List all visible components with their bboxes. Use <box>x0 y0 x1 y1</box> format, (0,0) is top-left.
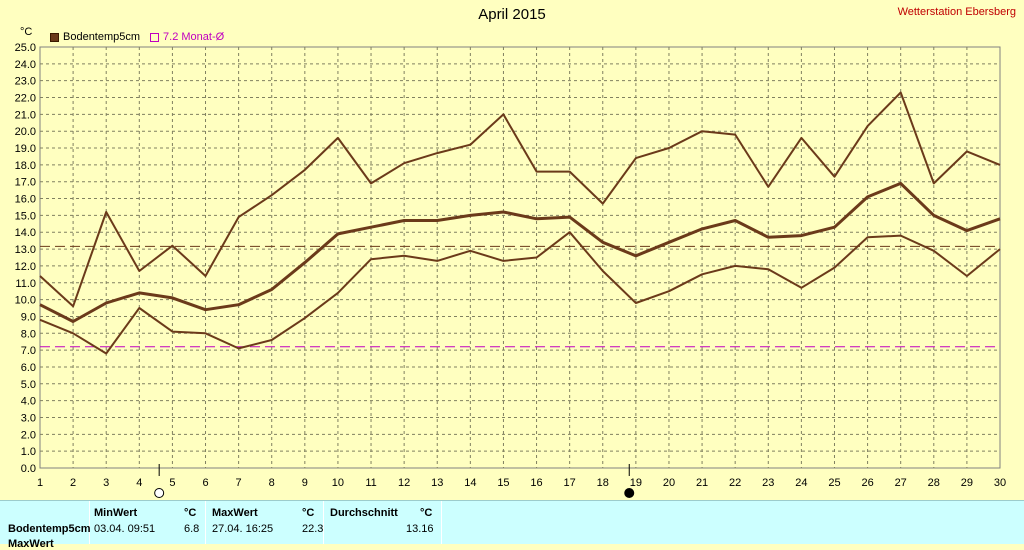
y-tick-label: 18.0 <box>15 160 36 172</box>
x-tick-label: 15 <box>497 477 509 489</box>
plot-area <box>39 46 1001 469</box>
x-tick-label: 23 <box>762 477 774 489</box>
x-tick-label: 20 <box>663 477 675 489</box>
x-tick-label: 28 <box>928 477 940 489</box>
stats-avg-value: 13.16 <box>406 523 434 535</box>
x-tick-label: 25 <box>828 477 840 489</box>
stats-max-header: MaxWert <box>212 507 258 519</box>
x-tick-label: 29 <box>961 477 973 489</box>
x-tick-label: 9 <box>302 477 308 489</box>
y-tick-label: 5.0 <box>21 379 36 391</box>
open-circle-marker-icon <box>154 488 165 498</box>
legend-swatch-series <box>50 32 59 42</box>
stats-min-header: MinWert <box>94 507 138 519</box>
x-tick-label: 11 <box>365 477 376 489</box>
y-tick-label: 1.0 <box>21 446 36 458</box>
y-tick-label: 0.0 <box>21 463 36 475</box>
stats-avg-header: Durchschnitt <box>330 507 398 519</box>
y-tick-label: 25.0 <box>15 42 36 54</box>
y-tick-label: 9.0 <box>21 311 36 323</box>
y-tick-label: 15.0 <box>15 210 36 222</box>
x-tick-label: 6 <box>202 477 208 489</box>
y-tick-label: 19.0 <box>15 143 36 155</box>
y-tick-label: 8.0 <box>21 328 36 340</box>
x-tick-label: 18 <box>597 477 609 489</box>
y-tick-label: 7.0 <box>21 345 36 357</box>
y-tick-label: 13.0 <box>15 244 36 256</box>
legend-label-series: Bodentemp5cm <box>63 31 141 43</box>
stats-row-label-2: MaxWert <box>8 538 54 550</box>
y-tick-label: 23.0 <box>15 76 36 88</box>
stats-avg-cell: Durchschnitt °C 13.16 <box>324 501 442 544</box>
x-tick-label: 22 <box>729 477 741 489</box>
x-tick-label: 26 <box>861 477 873 489</box>
y-tick-label: 24.0 <box>15 59 36 71</box>
series-line-mean <box>39 181 1001 323</box>
y-tick-label: 20.0 <box>15 126 36 138</box>
statistics-panel: Bodentemp5cm MaxWert MinWert °C 03.04. 0… <box>0 500 1024 550</box>
x-tick-label: 16 <box>530 477 542 489</box>
x-tick-label: 12 <box>398 477 410 489</box>
y-tick-label: 3.0 <box>21 412 36 424</box>
x-tick-label: 30 <box>994 477 1006 489</box>
x-tick-label: 27 <box>895 477 907 489</box>
series-line-min <box>39 231 1001 355</box>
x-tick-label: 5 <box>169 477 175 489</box>
y-tick-label: 17.0 <box>15 177 36 189</box>
filled-circle-marker-icon <box>624 488 635 498</box>
y-tick-label: 11.0 <box>15 278 36 290</box>
stats-max-when: 27.04. 16:25 <box>212 523 274 535</box>
temperature-chart: 0.01.02.03.04.05.06.07.08.09.010.011.012… <box>15 42 1006 498</box>
stats-min-value: 6.8 <box>184 523 200 535</box>
x-tick-label: 3 <box>103 477 109 489</box>
stats-max-cell: MaxWert °C 27.04. 16:25 22.3 <box>206 501 324 544</box>
y-tick-label: 6.0 <box>21 362 36 374</box>
stats-max-unit: °C <box>302 507 315 519</box>
y-tick-label: 12.0 <box>15 261 36 273</box>
x-tick-label: 13 <box>431 477 443 489</box>
stats-avg-unit: °C <box>420 507 433 519</box>
legend: Bodentemp5cm 7.2 Monat-Ø <box>50 31 224 43</box>
x-tick-label: 24 <box>795 477 807 489</box>
legend-swatch-reference <box>150 32 160 42</box>
station-name: Wetterstation Ebersberg <box>897 6 1016 18</box>
y-tick-label: 21.0 <box>15 109 36 121</box>
x-tick-label: 1 <box>37 477 43 489</box>
x-tick-label: 4 <box>136 477 142 489</box>
x-tick-label: 17 <box>564 477 576 489</box>
x-tick-label: 10 <box>332 477 344 489</box>
y-tick-label: 10.0 <box>15 295 36 307</box>
x-tick-label: 14 <box>464 477 476 489</box>
stats-min-when: 03.04. 09:51 <box>94 523 156 535</box>
y-tick-label: 2.0 <box>21 429 36 441</box>
x-tick-label: 8 <box>269 477 275 489</box>
stats-row-label: Bodentemp5cm <box>8 523 91 535</box>
stats-min-cell: MinWert °C 03.04. 09:51 6.8 <box>90 501 206 544</box>
stats-min-unit: °C <box>184 507 197 519</box>
chart-title: April 2015 <box>478 6 546 23</box>
y-axis-unit: °C <box>20 26 33 38</box>
x-tick-label: 21 <box>696 477 708 489</box>
series-line-max <box>39 91 1001 308</box>
x-tick-label: 7 <box>236 477 242 489</box>
y-tick-label: 16.0 <box>15 194 36 206</box>
stats-label-cell: Bodentemp5cm MaxWert <box>0 501 91 550</box>
x-tick-label: 2 <box>70 477 76 489</box>
stats-max-value: 22.3 <box>302 523 324 535</box>
y-tick-label: 4.0 <box>21 396 36 408</box>
y-tick-label: 14.0 <box>15 227 36 239</box>
y-tick-label: 22.0 <box>15 93 36 105</box>
legend-label-reference: 7.2 Monat-Ø <box>163 31 225 43</box>
x-tick-label: 19 <box>630 477 642 489</box>
